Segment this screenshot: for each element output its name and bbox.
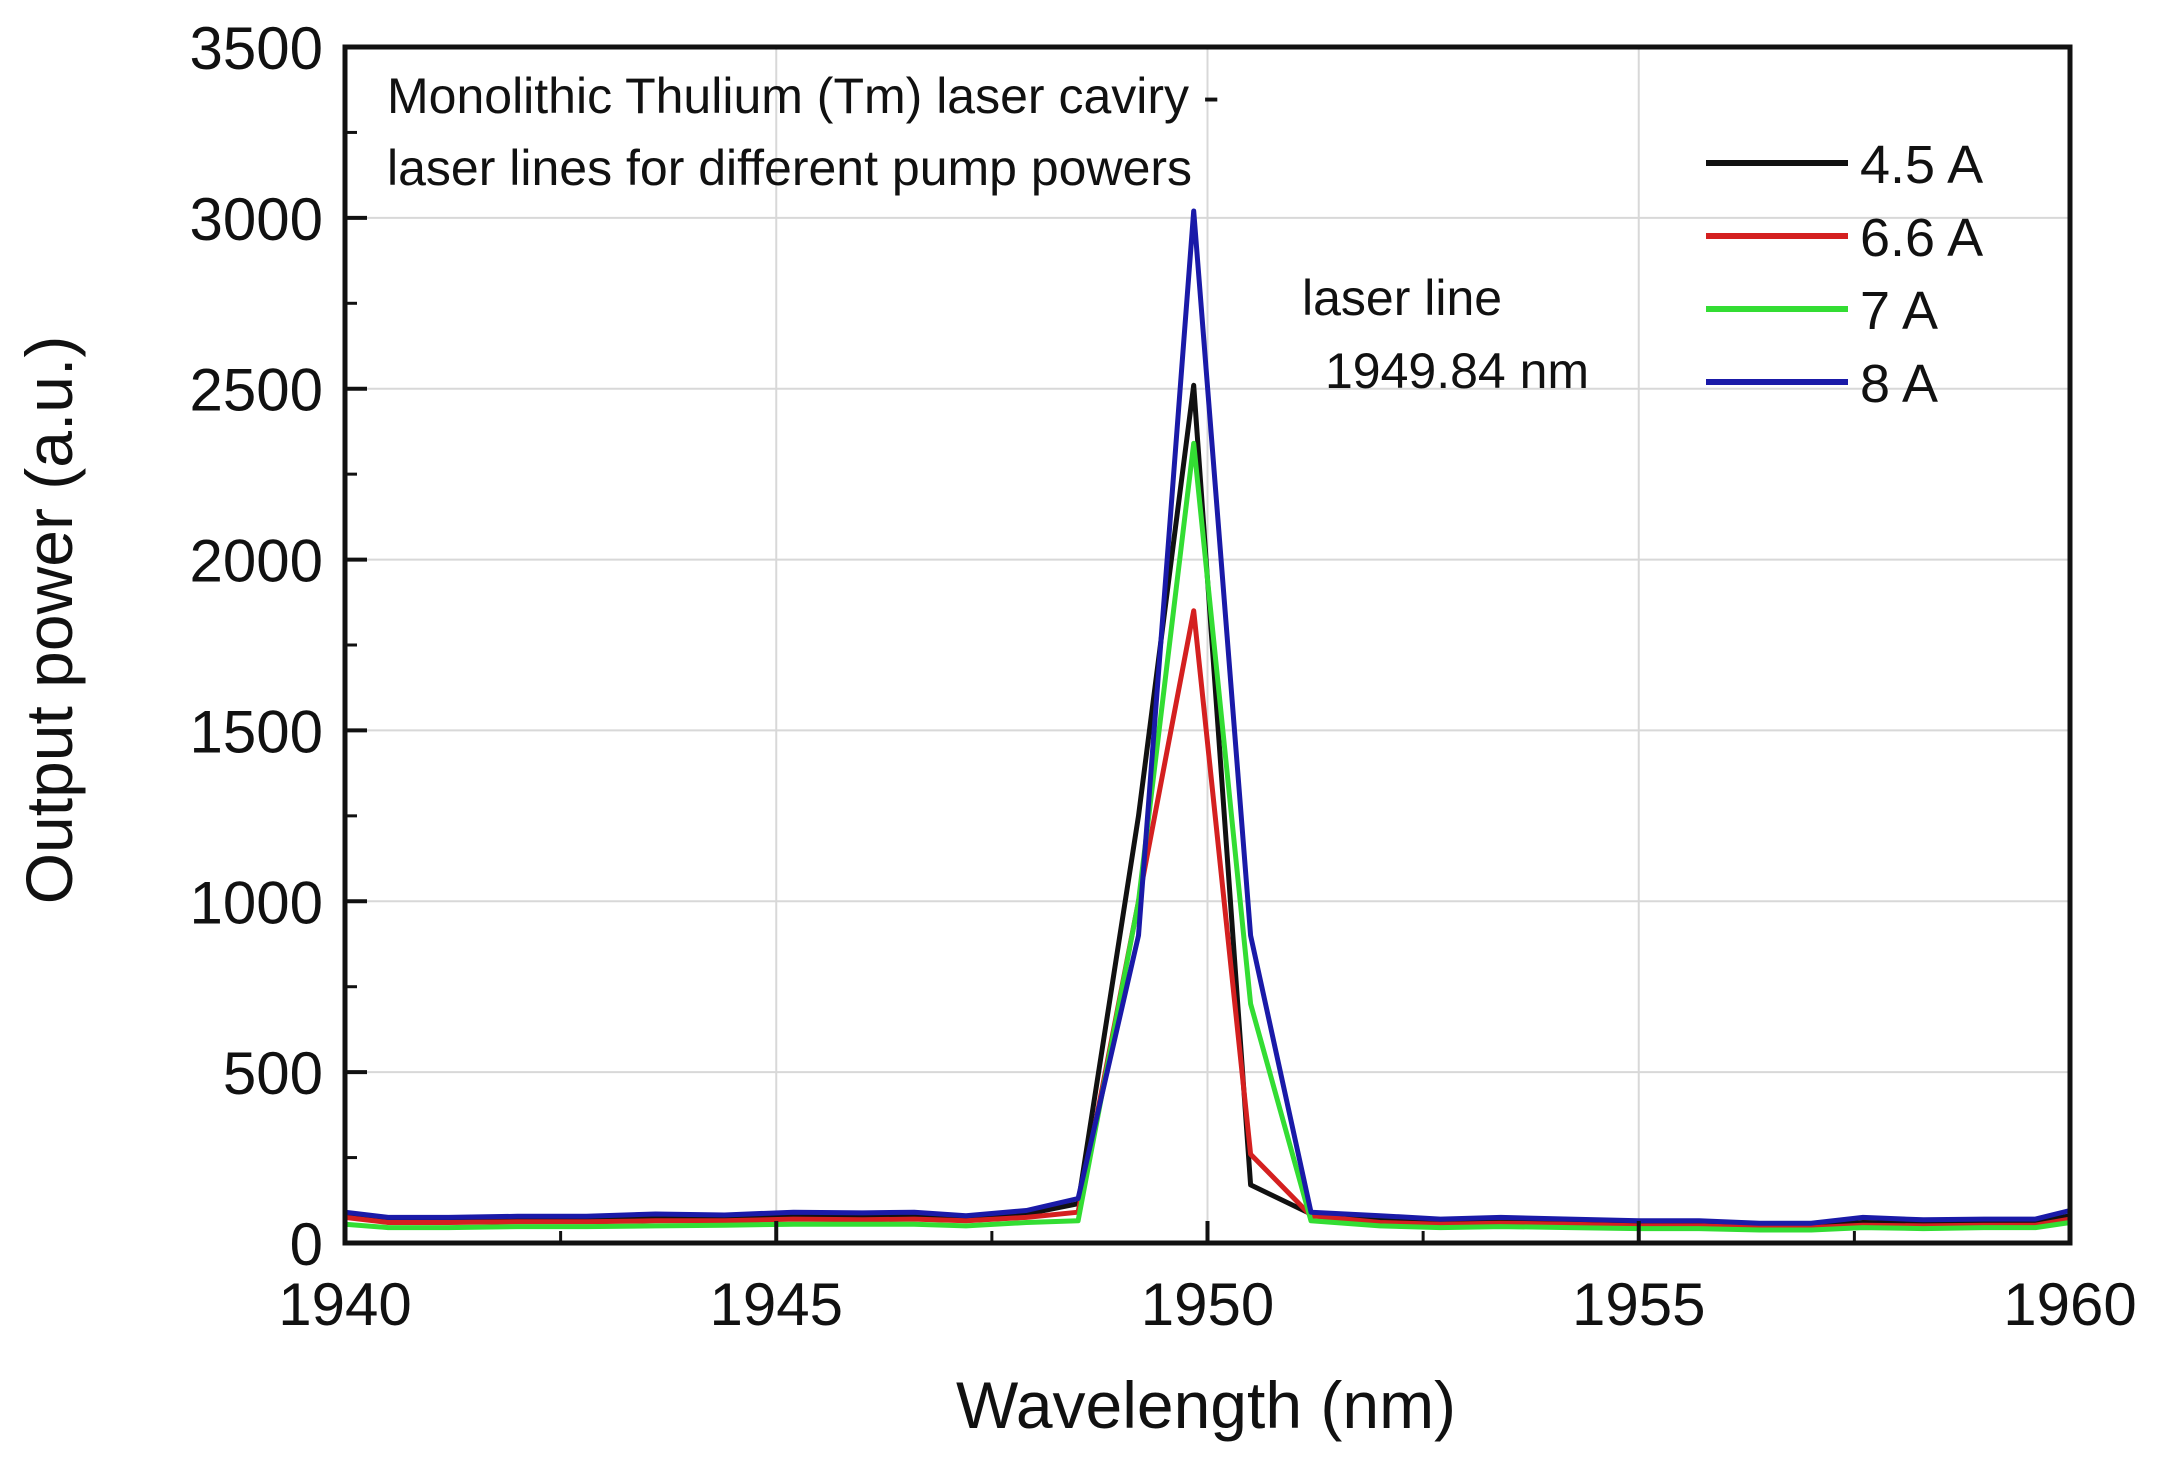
- x-axis-title: Wavelength (nm): [956, 1368, 1456, 1442]
- x-tick-label: 1950: [1141, 1271, 1274, 1338]
- y-tick-label: 1500: [190, 698, 323, 765]
- series-line: [344, 440, 2071, 1233]
- x-tick-label: 1945: [710, 1271, 843, 1338]
- axis-tick-labels: 1940 1945 1950 1955 1960 0 500 1000 1500 2000 2500…: [190, 15, 2137, 1338]
- chart-annotation-line-2: laser lines for different pump powers: [387, 140, 1192, 196]
- y-axis-title: Output power (a.u.): [12, 336, 86, 905]
- grid-lines: [344, 46, 2071, 1244]
- x-tick-label: 1955: [1572, 1271, 1705, 1338]
- legend-label: 8 A: [1860, 354, 1938, 414]
- axis-ticks: [343, 45, 2072, 1245]
- peak-annotation-line-2: 1949.84 nm: [1325, 343, 1589, 399]
- series-lines: [344, 208, 2071, 1233]
- y-tick-label: 3500: [190, 15, 323, 82]
- y-tick-label: 2000: [190, 528, 323, 595]
- series-line: [344, 208, 2071, 1226]
- x-tick-label: 1940: [278, 1271, 411, 1338]
- legend-label: 4.5 A: [1860, 135, 1983, 195]
- y-tick-label: 0: [290, 1211, 323, 1278]
- legend: 4.5 A 6.6 A 7 A 8 A: [1706, 135, 1983, 414]
- legend-label: 6.6 A: [1860, 208, 1983, 268]
- y-tick-label: 1000: [190, 869, 323, 936]
- y-tick-label: 2500: [190, 357, 323, 424]
- x-tick-label: 1960: [2003, 1271, 2136, 1338]
- legend-label: 7 A: [1860, 281, 1938, 341]
- y-tick-label: 3000: [190, 186, 323, 253]
- chart-annotation-line-1: Monolithic Thulium (Tm) laser caviry -: [387, 68, 1220, 124]
- peak-annotation-line-1: laser line: [1302, 270, 1502, 326]
- y-tick-label: 500: [223, 1040, 323, 1107]
